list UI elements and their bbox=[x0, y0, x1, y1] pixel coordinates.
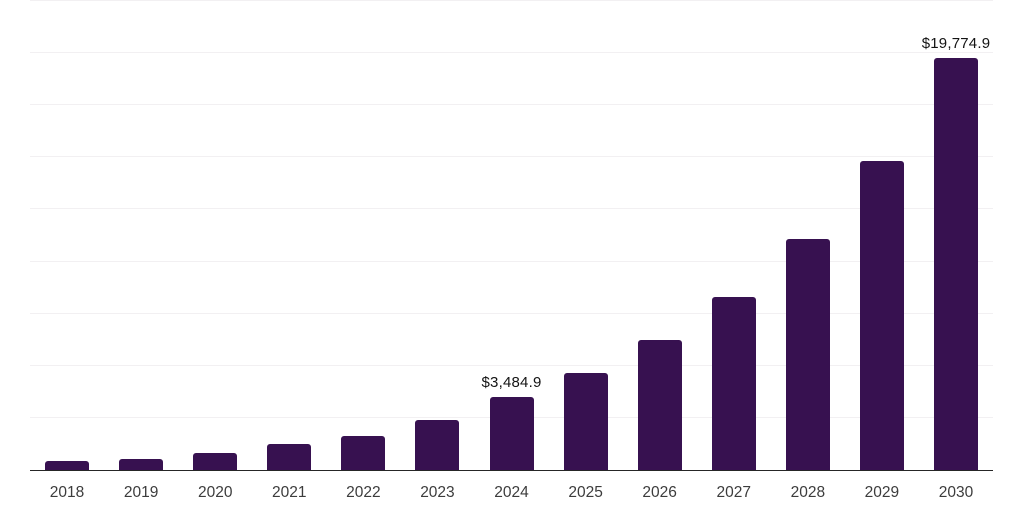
gridline-20000 bbox=[30, 52, 993, 54]
bar-slot-2018 bbox=[30, 460, 104, 470]
value-label-2030: $19,774.9 bbox=[921, 34, 991, 52]
bar-2030 bbox=[933, 57, 978, 470]
gridline-22500 bbox=[30, 0, 993, 1]
bar-2020 bbox=[193, 452, 238, 470]
bar-2023 bbox=[415, 420, 460, 470]
x-axis-labels: 2018 2019 2020 2021 2022 2023 2024 2025 2026 2027… bbox=[30, 483, 993, 502]
bar-2027 bbox=[711, 297, 756, 470]
bar-slot-2025 bbox=[549, 373, 623, 470]
x-tick-2020: 2020 bbox=[197, 484, 233, 501]
bar-slot-2021 bbox=[252, 443, 326, 470]
x-tick-2019: 2019 bbox=[123, 484, 159, 501]
x-tick-2018: 2018 bbox=[49, 484, 85, 501]
bar-slot-2019 bbox=[104, 458, 178, 470]
x-axis-line bbox=[30, 469, 993, 471]
x-tick-2029: 2029 bbox=[864, 484, 900, 501]
gridline-17500 bbox=[30, 104, 993, 106]
x-tick-2025: 2025 bbox=[568, 484, 603, 501]
x-tick-2024: 2024 bbox=[494, 484, 529, 501]
x-tick-2026: 2026 bbox=[642, 484, 677, 501]
bar-slot-2024: $3,484.9 bbox=[474, 374, 548, 470]
bar-slot-2027 bbox=[697, 297, 771, 470]
gridline-7500 bbox=[30, 312, 993, 314]
gridline-12500 bbox=[30, 208, 993, 210]
bar-2028 bbox=[785, 238, 830, 470]
bar-2021 bbox=[267, 443, 312, 470]
x-tick-2021: 2021 bbox=[272, 484, 307, 501]
bar-2018 bbox=[45, 460, 90, 470]
bar-2026 bbox=[637, 340, 682, 470]
x-tick-2027: 2027 bbox=[716, 484, 751, 501]
gridline-10000 bbox=[30, 260, 993, 262]
bar-slot-2022 bbox=[326, 436, 400, 470]
x-tick-2022: 2022 bbox=[346, 484, 381, 501]
bar-slot-2026 bbox=[623, 340, 697, 470]
bar-2019 bbox=[119, 458, 164, 470]
bar-slot-2029 bbox=[845, 161, 919, 470]
plot-area: $3,484.9 $19,774.9 bbox=[30, 0, 993, 471]
bar-slot-2020 bbox=[178, 452, 252, 470]
bar-2025 bbox=[563, 373, 608, 470]
x-tick-2030: 2030 bbox=[938, 484, 974, 501]
value-label-2024: $3,484.9 bbox=[481, 374, 542, 392]
bars-container: $3,484.9 $19,774.9 bbox=[30, 1, 993, 470]
x-tick-2028: 2028 bbox=[790, 484, 826, 501]
gridline-5000 bbox=[30, 364, 993, 366]
bar-slot-2028 bbox=[771, 238, 845, 470]
bar-slot-2023 bbox=[400, 420, 474, 470]
bar-slot-2030: $19,774.9 bbox=[919, 35, 993, 470]
x-tick-2023: 2023 bbox=[420, 484, 455, 501]
bar-2022 bbox=[341, 436, 386, 470]
gridline-15000 bbox=[30, 156, 993, 158]
bar-2024 bbox=[489, 397, 534, 470]
bar-2029 bbox=[859, 161, 904, 470]
